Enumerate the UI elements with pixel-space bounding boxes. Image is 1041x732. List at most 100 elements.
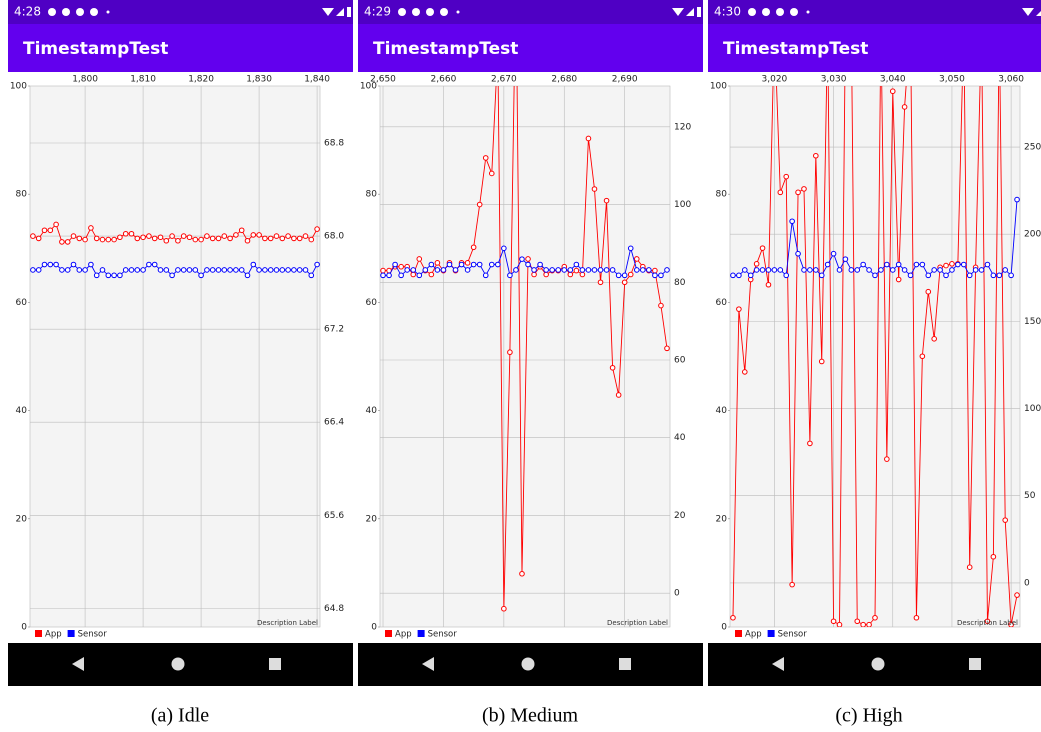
data-point <box>550 268 555 273</box>
data-point <box>659 303 664 308</box>
y-tick-label: 100 <box>10 82 27 92</box>
nav-home[interactable] <box>872 658 885 671</box>
data-point <box>647 268 652 273</box>
data-point <box>574 268 579 273</box>
data-point <box>1015 197 1020 202</box>
status-bar <box>358 0 703 24</box>
data-point <box>280 268 285 273</box>
legend-label: Sensor <box>778 630 808 640</box>
data-point <box>42 262 47 267</box>
data-point <box>297 236 302 241</box>
y2-tick-label: 200 <box>1024 230 1041 240</box>
data-point <box>1003 518 1008 523</box>
plot-background <box>730 86 1020 627</box>
data-point <box>31 268 36 273</box>
app-title: TimestampTest <box>723 39 868 59</box>
data-point <box>164 238 169 243</box>
legend-label: Sensor <box>78 630 108 640</box>
legend-swatch <box>735 630 742 637</box>
data-point <box>920 262 925 267</box>
legend-label: App <box>395 630 412 640</box>
data-point <box>902 268 907 273</box>
nav-recents[interactable] <box>269 658 281 670</box>
data-point <box>170 273 175 278</box>
data-point <box>861 262 866 267</box>
status-bar <box>8 0 353 24</box>
data-point <box>435 268 440 273</box>
data-point <box>867 622 872 627</box>
legend-label: Sensor <box>428 630 458 640</box>
data-point <box>112 273 117 278</box>
data-point <box>502 606 507 611</box>
data-point <box>879 268 884 273</box>
y-tick-label: 60 <box>16 298 28 308</box>
data-point <box>538 262 543 267</box>
y-tick-label: 0 <box>721 623 727 633</box>
data-point <box>222 268 227 273</box>
data-point <box>562 268 567 273</box>
y-tick-label: 100 <box>360 82 377 92</box>
data-point <box>205 268 210 273</box>
y2-tick-label: 250 <box>1024 143 1041 153</box>
phone-screen: 4:29TimestampTest2,6502,6602,6702,6802,6… <box>358 0 703 686</box>
data-point <box>48 228 53 233</box>
data-point <box>855 268 860 273</box>
nav-home[interactable] <box>522 658 535 671</box>
y-tick-label: 100 <box>710 82 727 92</box>
data-point <box>187 268 192 273</box>
data-point <box>665 268 670 273</box>
data-point <box>228 268 233 273</box>
y-tick-label: 40 <box>716 406 728 416</box>
data-point <box>71 262 76 267</box>
caption: (a) Idle <box>151 705 209 727</box>
data-point <box>843 257 848 262</box>
x-tick-label: 3,020 <box>762 75 788 85</box>
data-point <box>89 262 94 267</box>
nav-recents[interactable] <box>969 658 981 670</box>
nav-home[interactable] <box>172 658 185 671</box>
data-point <box>634 268 639 273</box>
data-point <box>532 272 537 277</box>
data-point <box>496 262 501 267</box>
x-tick-label: 1,800 <box>72 75 98 85</box>
y2-tick-label: 20 <box>674 511 686 521</box>
data-point <box>141 268 146 273</box>
data-point <box>309 237 314 242</box>
data-point <box>731 615 736 620</box>
data-point <box>653 273 658 278</box>
x-tick-label: 1,820 <box>188 75 214 85</box>
data-point <box>147 234 152 239</box>
data-point <box>286 234 291 239</box>
data-point <box>855 619 860 624</box>
data-point <box>926 289 931 294</box>
data-point <box>896 277 901 282</box>
data-point <box>790 219 795 224</box>
data-point <box>274 234 279 239</box>
data-point <box>896 262 901 267</box>
data-point <box>760 268 765 273</box>
y2-tick-label: 80 <box>674 278 686 288</box>
data-point <box>985 262 990 267</box>
data-point <box>580 268 585 273</box>
data-point <box>502 246 507 251</box>
x-tick-label: 3,030 <box>821 75 847 85</box>
data-point <box>1003 268 1008 273</box>
nav-recents[interactable] <box>619 658 631 670</box>
data-point <box>920 354 925 359</box>
data-point <box>118 235 123 240</box>
legend-swatch <box>35 630 42 637</box>
data-point <box>914 262 919 267</box>
data-point <box>228 236 233 241</box>
y-tick-label: 20 <box>16 514 28 524</box>
y2-tick-label: 68.8 <box>324 139 344 149</box>
data-point <box>135 268 140 273</box>
battery-icon <box>697 7 701 17</box>
data-point <box>967 273 972 278</box>
data-point <box>932 337 937 342</box>
data-point <box>489 262 494 267</box>
data-point <box>784 174 789 179</box>
data-point <box>568 272 573 277</box>
data-point <box>1015 593 1020 598</box>
y2-tick-label: 68.0 <box>324 232 344 242</box>
y-tick-label: 20 <box>716 514 728 524</box>
